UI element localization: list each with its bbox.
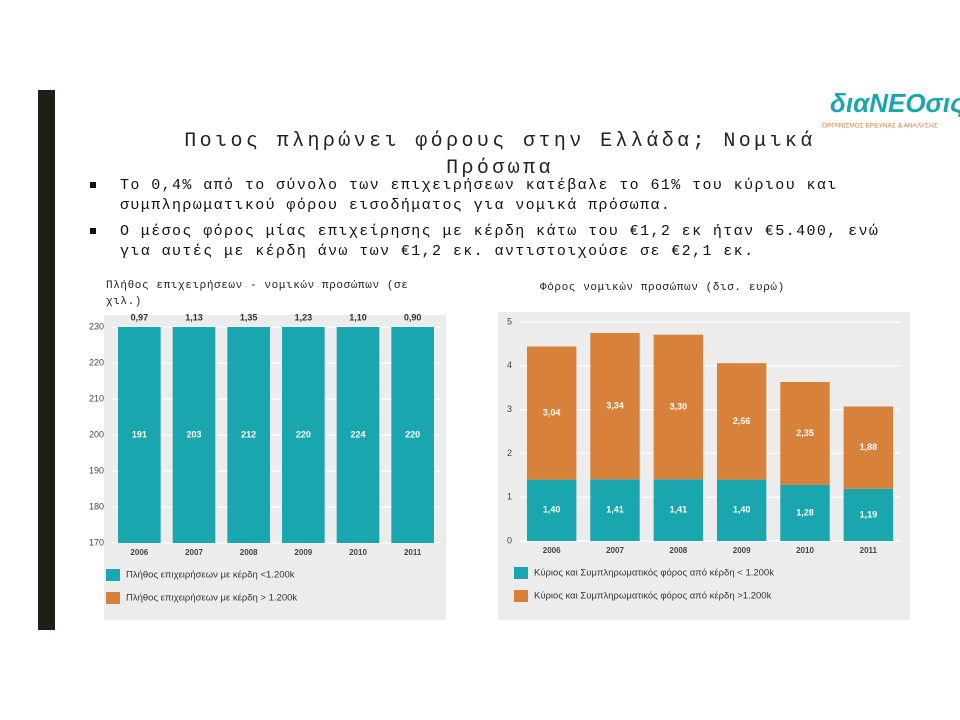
data-label: 1,23 <box>295 312 313 322</box>
data-label: 1,10 <box>349 312 367 322</box>
data-label: 3,04 <box>543 407 561 417</box>
bar-segment <box>716 363 767 480</box>
data-label: 2,35 <box>796 428 814 438</box>
bar-segment <box>336 327 380 543</box>
x-tick-label: 2010 <box>796 546 814 555</box>
bullet: Το 0,4% από το σύνολο των επιχειρήσεων κ… <box>90 176 920 216</box>
data-label: 0,90 <box>404 312 422 322</box>
bar-segment <box>590 479 640 541</box>
x-tick-label: 2011 <box>860 546 878 555</box>
bar-segment <box>590 332 640 480</box>
y-tick-label: 3 <box>507 404 512 414</box>
x-tick-label: 2007 <box>606 546 624 555</box>
data-label: 1,35 <box>240 312 258 322</box>
logo-tagline: ΟΡΓΑΝΙΣΜΟΣ ΕΡΕΥΝΑΣ & ΑΝΑΛΥΣΗΣ <box>822 123 938 130</box>
y-tick-label: 2 <box>507 448 512 458</box>
data-label: 1,13 <box>185 312 203 322</box>
legend-label: Κύριος και Συμπληρωματικός φόρος από κέρ… <box>534 591 772 602</box>
bar-segment <box>526 479 577 541</box>
data-label: 1,40 <box>733 505 751 515</box>
y-tick-label: 230 <box>89 321 104 331</box>
slide-title: Ποιος πληρώνει φόρους στην Ελλάδα; Νομικ… <box>184 130 816 180</box>
data-label: 220 <box>405 429 420 439</box>
side-bar <box>38 90 55 630</box>
bar-segment <box>780 484 830 541</box>
x-tick-label: 2007 <box>185 548 203 557</box>
y-tick-label: 5 <box>507 316 512 326</box>
data-label: 220 <box>296 429 311 439</box>
bar-segment <box>282 327 325 543</box>
bar-segment <box>227 327 270 543</box>
legend-label: Πλήθος επιχειρήσεων με κέρδη > 1.200k <box>126 593 297 604</box>
data-label: 1,19 <box>860 509 878 519</box>
bar-segment <box>172 327 216 543</box>
y-tick-label: 210 <box>89 393 104 403</box>
data-label: 0,97 <box>131 312 149 322</box>
x-tick-label: 2006 <box>543 546 561 555</box>
y-tick-label: 190 <box>89 465 104 475</box>
legend-swatch <box>514 590 528 602</box>
bar-segment <box>526 346 577 480</box>
y-tick-label: 4 <box>507 360 512 370</box>
x-tick-label: 2011 <box>404 548 422 557</box>
data-label: 203 <box>186 429 201 439</box>
legend-label: Κύριος και Συμπληρωματικός φόρος από κέρ… <box>534 568 774 579</box>
data-label: 191 <box>132 429 147 439</box>
bullet: Ο μέσος φόρος μίας επιχείρησης με κέρδη … <box>90 222 920 262</box>
legend-swatch <box>106 592 120 604</box>
data-label: 1,40 <box>543 505 561 515</box>
data-label: 1,88 <box>860 442 878 452</box>
y-tick-label: 0 <box>507 535 512 545</box>
x-tick-label: 2010 <box>349 548 367 557</box>
bar-segment <box>653 334 704 480</box>
x-tick-label: 2008 <box>240 548 258 557</box>
y-tick-label: 180 <box>89 501 104 511</box>
y-tick-label: 200 <box>89 429 104 439</box>
bar-segment <box>780 382 830 485</box>
logo: διαΝΕΟσις <box>830 88 960 118</box>
data-label: 3,30 <box>670 401 688 411</box>
data-label: 3,34 <box>606 400 624 410</box>
legend-swatch <box>106 569 120 581</box>
x-tick-label: 2008 <box>669 546 687 555</box>
x-tick-label: 2009 <box>294 548 312 557</box>
bar-segment <box>391 327 434 543</box>
y-tick-label: 1 <box>507 492 512 502</box>
data-label: 224 <box>350 429 365 439</box>
y-tick-label: 170 <box>89 537 104 547</box>
x-tick-label: 2009 <box>733 546 751 555</box>
data-label: 1,41 <box>670 504 688 514</box>
bar-segment <box>653 479 704 541</box>
x-tick-label: 2006 <box>130 548 148 557</box>
legend-label: Πλήθος επιχειρήσεων με κέρδη <1.200k <box>126 570 295 581</box>
data-label: 1,28 <box>796 507 814 517</box>
panel-left <box>104 315 446 620</box>
bar-segment <box>843 488 894 541</box>
bar-segment <box>118 327 161 543</box>
chart-title: Πλήθος επιχειρήσεων - νομικών προσώπων (… <box>106 280 409 308</box>
legend-swatch <box>514 567 528 579</box>
y-tick-label: 220 <box>89 357 104 367</box>
data-label: 212 <box>241 429 256 439</box>
bar-segment <box>716 479 767 541</box>
data-label: 2,66 <box>733 416 751 426</box>
chart-title: Φόρος νομικών προσώπων (δισ. ευρώ) <box>540 282 785 294</box>
bar-segment <box>843 406 894 489</box>
data-label: 1,41 <box>606 504 624 514</box>
